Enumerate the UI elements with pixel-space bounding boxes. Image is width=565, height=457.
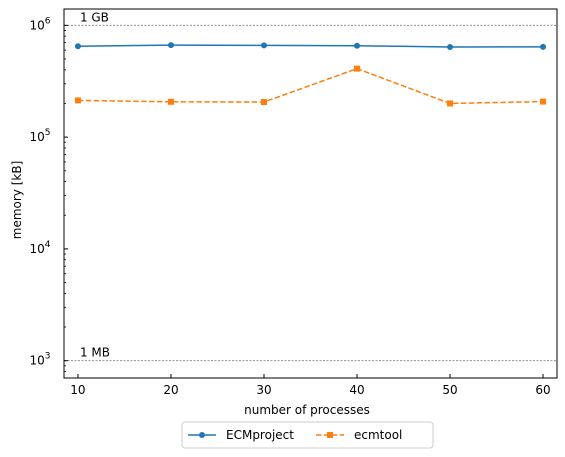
data-point — [354, 42, 361, 49]
x-tick-label: 20 — [163, 383, 178, 397]
y-axis: 103 104 105 106 — [29, 16, 68, 379]
y-tick-label: 104 — [29, 240, 50, 256]
series-line — [77, 67, 544, 105]
legend-box — [181, 421, 434, 449]
x-axis: 10 20 30 40 50 60 — [70, 374, 551, 397]
y-tick-label: 105 — [29, 128, 50, 144]
x-tick-label: 30 — [256, 383, 271, 397]
data-point — [167, 98, 174, 105]
data-point — [354, 65, 361, 72]
data-point — [540, 98, 547, 105]
data-point — [447, 100, 454, 107]
data-point — [167, 42, 174, 49]
data-point — [447, 44, 454, 51]
series-line — [77, 44, 544, 48]
legend-swatch-marker — [199, 432, 205, 438]
series-lines — [74, 42, 547, 107]
data-point — [540, 43, 547, 50]
data-point — [260, 99, 267, 106]
reference-line-label: 1 GB — [80, 10, 109, 24]
legend-label: ECMproject — [226, 428, 294, 442]
x-axis-label: number of processes — [244, 403, 370, 417]
x-tick-label: 50 — [442, 383, 457, 397]
y-axis-label: memory [kB] — [10, 161, 24, 240]
legend-swatch-marker — [327, 432, 333, 438]
x-tick-label: 10 — [70, 383, 85, 397]
y-tick-label: 106 — [29, 16, 50, 32]
y-tick-label: 103 — [29, 352, 50, 368]
legend-label: ecmtool — [354, 428, 402, 442]
data-point — [74, 97, 81, 104]
data-point — [260, 42, 267, 49]
x-tick-label: 40 — [349, 383, 364, 397]
plot-frame — [63, 8, 558, 379]
data-point — [74, 43, 81, 50]
legend: ECMproject ecmtool — [181, 421, 434, 449]
x-tick-label: 60 — [535, 383, 550, 397]
reference-line-label: 1 MB — [80, 346, 110, 360]
reference-lines: 1 GB 1 MB — [64, 10, 557, 362]
